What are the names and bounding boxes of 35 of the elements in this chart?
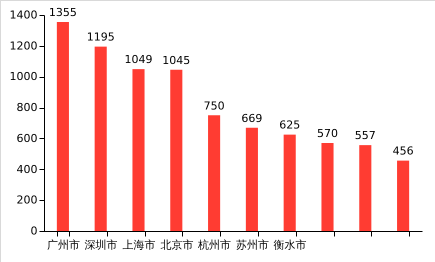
bar: [321, 143, 334, 231]
y-tick-label: 1400: [10, 8, 38, 22]
data-label: 625: [279, 118, 300, 132]
y-tick-label: 800: [16, 101, 38, 114]
bar: [94, 46, 107, 231]
y-tick-label: 200: [16, 194, 38, 207]
bar: [208, 115, 220, 231]
data-label: 750: [204, 99, 225, 112]
data-label: 570: [317, 127, 338, 140]
data-label: 1355: [48, 6, 77, 19]
x-tick-label: 上海市: [122, 238, 156, 252]
bar: [56, 22, 69, 231]
y-tick-label: 600: [16, 132, 38, 145]
bar: [397, 160, 410, 231]
bar: [170, 70, 182, 231]
x-tick-label: 北京市: [160, 238, 194, 252]
y-tick-label: 1000: [10, 70, 38, 84]
data-label: 456: [392, 144, 414, 158]
y-tick-label: 0: [30, 224, 38, 238]
x-tick-label: 杭州市: [197, 238, 232, 252]
x-tick-label: 广州市: [46, 238, 80, 252]
bar: [359, 145, 372, 231]
bar: [246, 128, 258, 231]
bar: [132, 69, 145, 231]
data-label: 669: [241, 112, 262, 125]
data-label: 1045: [162, 54, 190, 67]
data-label: 557: [354, 129, 376, 142]
x-tick-label: 深圳市: [84, 238, 118, 252]
y-tick-label: 400: [16, 162, 38, 176]
data-label: 1049: [124, 53, 152, 66]
data-label: 1195: [86, 30, 115, 44]
bar: [284, 134, 296, 231]
x-tick-label: 衡水市: [274, 238, 307, 252]
y-tick-label: 1200: [10, 39, 38, 52]
x-tick-label: 苏州市: [236, 238, 269, 252]
